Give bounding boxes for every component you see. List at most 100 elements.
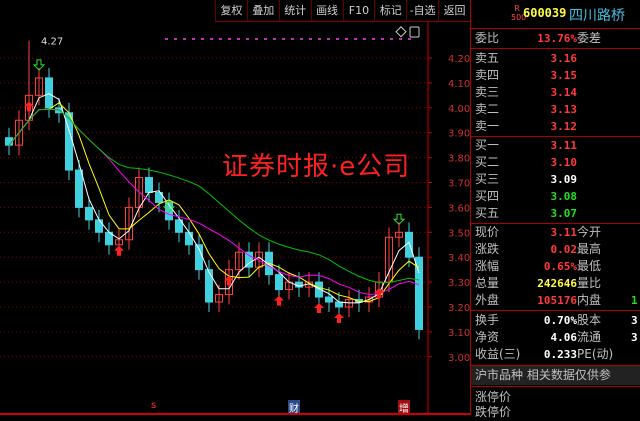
row-label: 卖一 xyxy=(475,119,500,133)
candle-body xyxy=(395,231,403,238)
row-label-2: 量比 xyxy=(577,276,602,290)
candle-body xyxy=(415,256,423,330)
indicator-dot xyxy=(237,38,240,40)
quote-row: 总量 242646 量比 xyxy=(475,275,640,292)
y-tick-label: 3.70 xyxy=(448,179,470,190)
indicator-dot xyxy=(291,38,294,40)
candle-body xyxy=(165,201,173,221)
row-value: 3.14 xyxy=(550,86,578,99)
row-label-2: 内盘 xyxy=(577,293,602,307)
row-label-2: 委差 xyxy=(577,31,602,45)
y-tick-label: 3.40 xyxy=(448,253,470,264)
row-label: 涨幅 xyxy=(475,259,500,273)
marker-s[interactable]: s xyxy=(151,400,157,411)
y-tick-label: 4.00 xyxy=(448,104,470,115)
row-label: 涨跌 xyxy=(475,242,500,256)
candle-body xyxy=(215,294,223,303)
buy-arrow-icon xyxy=(334,313,344,323)
buy-arrow-icon xyxy=(274,295,284,306)
row-label: 买四 xyxy=(475,189,500,203)
row-value: 3.12 xyxy=(550,120,578,133)
indicator-dot xyxy=(309,38,312,40)
indicator-dot xyxy=(408,38,411,40)
toolbar-button-6[interactable]: -自选 xyxy=(406,0,438,21)
indicator-dot xyxy=(201,38,204,40)
indicator-dot xyxy=(183,38,186,40)
row-value: 3.11 xyxy=(550,226,578,239)
indicator-dot xyxy=(210,38,213,40)
row-label: 买二 xyxy=(475,155,500,169)
candle-body xyxy=(245,251,253,268)
quote-row: 涨幅 0.65% 最低 xyxy=(475,258,640,275)
toolbar-button-1[interactable]: 叠加 xyxy=(246,0,279,21)
order-ratio-row: 委比 13.76% 委差 xyxy=(475,30,640,47)
row-label: 净资 xyxy=(475,330,500,344)
row-value: 3.11 xyxy=(550,139,578,152)
row-label-2: 最高 xyxy=(577,242,602,256)
y-tick-label: 3.20 xyxy=(448,303,470,314)
toolbar-button-3[interactable]: 画线 xyxy=(310,0,343,21)
ma-line-3 xyxy=(8,93,420,304)
y-tick-label: 3.60 xyxy=(448,203,470,214)
candle-body xyxy=(95,219,103,233)
row-label: 外盘 xyxy=(475,293,500,307)
indicator-dot xyxy=(336,38,339,40)
ma-line-20 xyxy=(8,108,420,284)
marker-finance[interactable]: 财 xyxy=(288,400,300,415)
kline-chart[interactable]: 4.20 4.10 4.00 3.90 3.80 3.70 3.60 3.50 3.40 3.30… xyxy=(0,22,470,415)
y-tick-label: 3.30 xyxy=(448,278,470,289)
bottom-divider xyxy=(0,413,470,415)
y-tick-label: 3.90 xyxy=(448,129,470,140)
y-tick-label: 4.10 xyxy=(448,79,470,90)
indicator-dot xyxy=(246,38,249,40)
sell-arrow-icon xyxy=(32,59,46,71)
indicator-dot xyxy=(174,38,177,40)
toolbar-button-5[interactable]: 标记 xyxy=(374,0,406,21)
row-label: 总量 xyxy=(475,276,500,290)
y-tick-label: 3.50 xyxy=(448,228,470,239)
row-label: 买三 xyxy=(475,172,500,186)
row-label: 卖三 xyxy=(475,85,500,99)
panel-toggle-icon xyxy=(409,26,420,38)
ask-row: 卖四 3.15 xyxy=(475,67,640,84)
stock-code: 600039 xyxy=(523,6,567,20)
limit-row: 跌停价 xyxy=(475,404,640,421)
quote-row: 外盘 105176 内盘 1 xyxy=(475,292,640,309)
stock-name: 四川路桥 xyxy=(569,8,625,24)
indicator-dot xyxy=(165,38,168,40)
toolbar-button-4[interactable]: F10 xyxy=(342,0,375,21)
quote-panel: R 500 600039 四川路桥 委比 13.76% 委差 卖五 3.16 卖四 3.15… xyxy=(470,0,640,419)
indicator-dot xyxy=(282,38,285,40)
toolbar: 复权 叠加 统计 画线 F10 标记 -自选 返回 xyxy=(215,0,470,22)
row-label: 现价 xyxy=(475,225,500,239)
candle-body xyxy=(175,219,183,233)
row-label: 买一 xyxy=(475,138,500,152)
row-label-2: PE(动) xyxy=(577,347,614,361)
candle-body xyxy=(325,296,333,303)
row-label: 收益(三) xyxy=(475,347,521,361)
candle-body xyxy=(145,177,153,193)
row-value: 3.08 xyxy=(550,190,578,203)
toolbar-button-0[interactable]: 复权 xyxy=(215,0,247,21)
limit-row: 涨停价 xyxy=(475,389,640,406)
candle-body xyxy=(75,169,83,208)
row-value: 0.02 xyxy=(550,243,578,256)
candle-body xyxy=(185,231,193,246)
indicator-dot xyxy=(399,38,402,40)
ask-row: 卖五 3.16 xyxy=(475,50,640,67)
indicator-dot xyxy=(300,38,303,40)
indicator-dot xyxy=(228,38,231,40)
row-value-2: 3 xyxy=(631,331,638,344)
row-label: 卖五 xyxy=(475,51,500,65)
indicator-dot xyxy=(273,38,276,40)
row-value: 0.233 xyxy=(543,348,577,361)
indicator-dot xyxy=(390,38,393,40)
row-value: 3.13 xyxy=(550,103,578,116)
toolbar-button-2[interactable]: 统计 xyxy=(278,0,311,21)
y-tick-label: 3.00 xyxy=(448,353,470,364)
marker-increase[interactable]: 增 xyxy=(398,400,410,415)
watermark: 证券时报·e公司 xyxy=(222,152,411,182)
toolbar-button-7[interactable]: 返回 xyxy=(438,0,470,21)
indicator-dot xyxy=(264,38,267,40)
badge-500: 500 xyxy=(511,13,527,22)
